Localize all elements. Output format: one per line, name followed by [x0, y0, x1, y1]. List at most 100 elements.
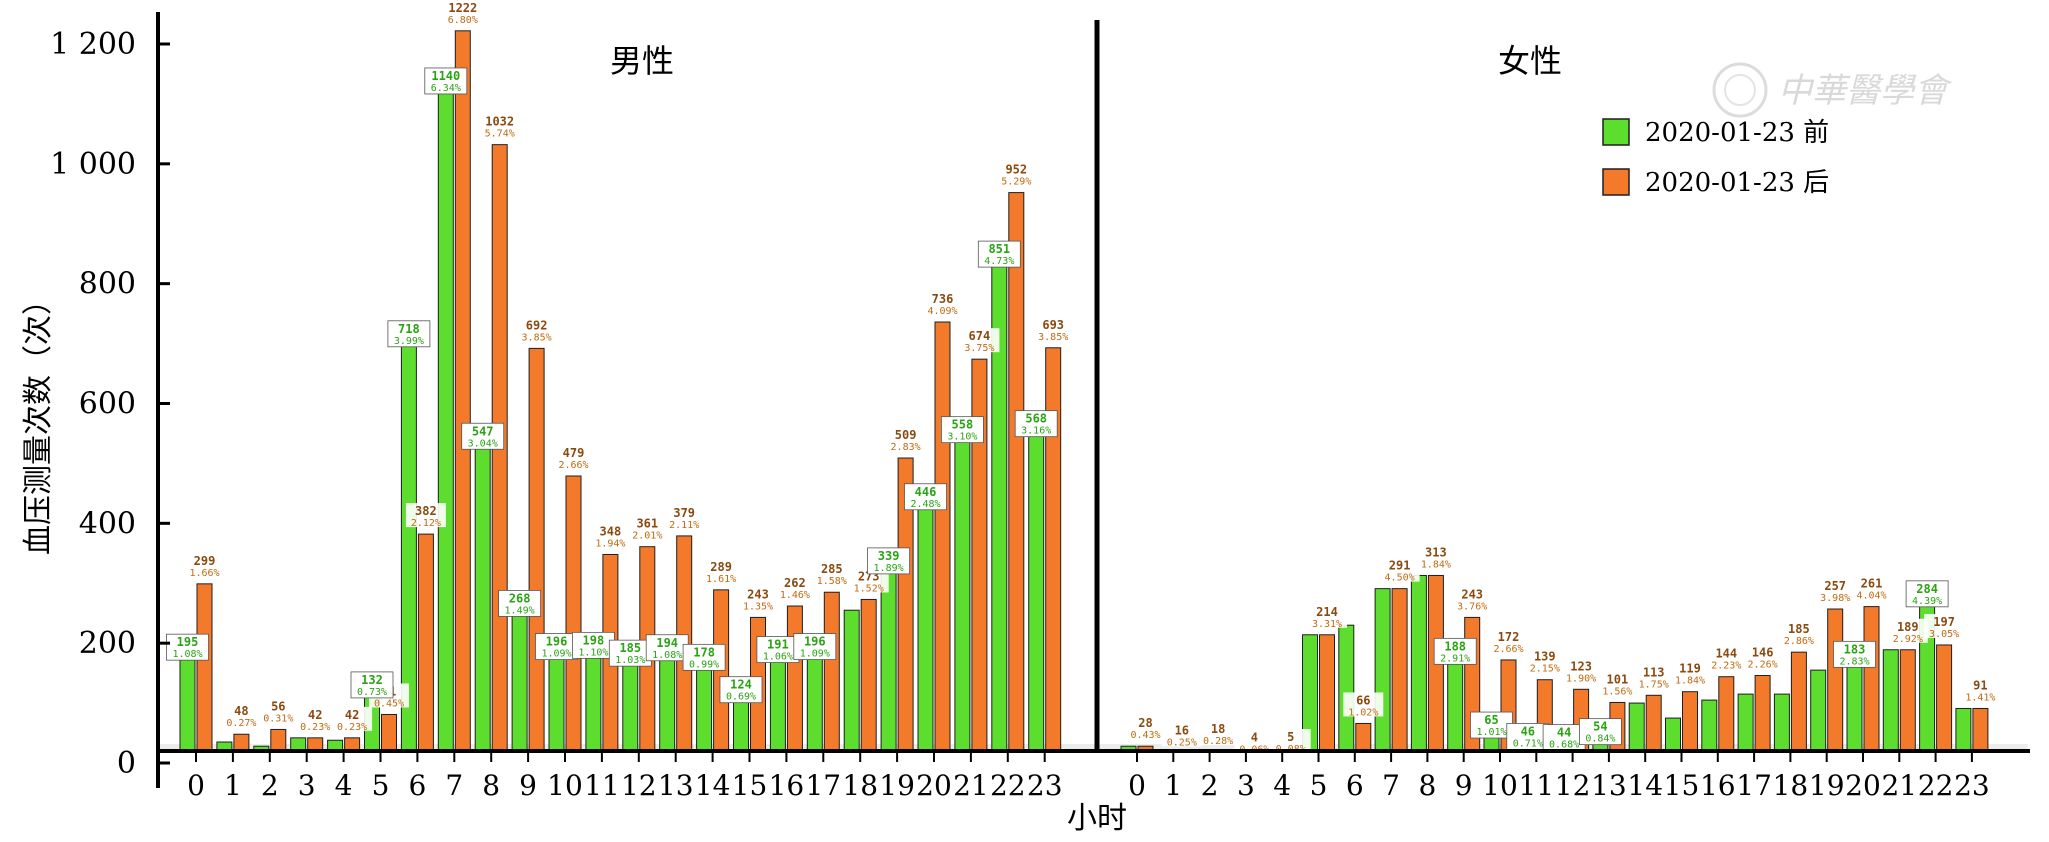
bar-after — [528, 347, 545, 752]
data-label-percent: 2.15% — [1530, 664, 1560, 675]
data-label-bg — [553, 444, 594, 469]
bar-before — [1338, 624, 1355, 752]
data-label-bg — [1742, 644, 1783, 669]
x-tick-label: 10 — [1482, 769, 1518, 802]
data-label-value: 44 — [1557, 726, 1571, 740]
bar-after — [1790, 651, 1807, 752]
data-label-value: 16 — [1175, 723, 1189, 737]
data-label-bg — [885, 427, 926, 452]
bar-after — [1827, 608, 1844, 752]
data-label-value: 952 — [1005, 163, 1027, 177]
data-label-after: 911.41% — [1960, 677, 2001, 703]
data-label-bg — [1542, 724, 1586, 752]
bar-before — [1410, 574, 1427, 752]
data-label-value: 28 — [1138, 716, 1152, 730]
data-label-bg — [701, 558, 742, 583]
data-label-value: 195 — [177, 635, 199, 649]
data-label-value: 261 — [1861, 577, 1883, 591]
data-label-percent: 2.92% — [1893, 634, 1923, 645]
watermark-seal — [1712, 62, 1768, 118]
data-label-percent: 4.39% — [1912, 596, 1942, 607]
x-tick-label: 23 — [1027, 769, 1063, 802]
data-label-after: 560.31% — [258, 698, 299, 724]
data-label-bg — [904, 483, 947, 511]
data-label-percent: 3.04% — [468, 438, 498, 449]
data-label-percent: 2.86% — [1784, 636, 1814, 647]
bar-after — [1972, 707, 1989, 752]
data-label-bg — [1561, 658, 1602, 683]
data-label-percent: 3.99% — [394, 336, 424, 347]
data-label-percent: 0.71% — [1513, 738, 1543, 749]
bar-before — [843, 609, 860, 752]
data-label-percent: 1.35% — [743, 601, 773, 612]
data-label-value: 5 — [1287, 730, 1294, 744]
data-label-percent: 1.66% — [189, 568, 219, 579]
data-label-bg — [719, 676, 763, 704]
data-label-percent: 1.09% — [800, 649, 830, 660]
data-label-percent: 1.09% — [541, 649, 571, 660]
x-tick-label: 17 — [1736, 769, 1772, 802]
data-label-bg — [405, 503, 446, 528]
x-tick-label: 12 — [621, 769, 657, 802]
data-label-value: 509 — [895, 428, 917, 442]
data-label-before: 460.71% — [1506, 723, 1550, 750]
data-label-percent: 1.01% — [1476, 727, 1506, 738]
data-label-value: 568 — [1025, 412, 1047, 426]
bar-before — [1846, 652, 1863, 752]
x-tick-label: 9 — [519, 769, 537, 802]
data-label-after: 480.27% — [221, 703, 262, 729]
data-label-value: 736 — [932, 292, 954, 306]
data-label-bg — [941, 416, 984, 444]
data-label-percent: 4.04% — [1856, 591, 1886, 602]
bar-after — [1682, 691, 1698, 752]
data-label-percent: 0.31% — [263, 713, 293, 724]
data-label-bg — [774, 575, 815, 600]
data-label-bg — [479, 113, 520, 138]
x-tick-label: 8 — [482, 769, 500, 802]
bar-before — [1882, 649, 1899, 752]
data-label-bg — [498, 590, 542, 617]
bar-after — [823, 591, 840, 752]
data-label-value: 46 — [1521, 724, 1535, 738]
bar-before — [1955, 707, 1972, 752]
data-label-bg — [1470, 711, 1513, 739]
y-tick-label: 800 — [79, 267, 136, 302]
data-label-value: 183 — [1844, 642, 1866, 656]
data-label-bg — [922, 291, 963, 316]
data-label-value: 197 — [1933, 615, 1955, 629]
data-label-percent: 0.68% — [1549, 740, 1579, 751]
data-label-value: 382 — [415, 504, 437, 518]
data-label-value: 851 — [988, 242, 1010, 256]
bar-after — [786, 605, 803, 752]
data-label-bg — [424, 67, 468, 95]
data-label-after: 160.25% — [1161, 722, 1202, 748]
bar-after — [934, 321, 951, 752]
data-label-value: 113 — [1643, 665, 1665, 679]
bar-before — [917, 495, 934, 752]
bar-after — [565, 475, 582, 752]
data-label-percent: 0.23% — [337, 722, 367, 733]
data-label-after: 661.02% — [1343, 692, 1384, 718]
x-tick-label: 0 — [1128, 769, 1146, 802]
data-label-percent: 4.73% — [984, 256, 1014, 267]
data-label-bg — [1633, 664, 1674, 689]
